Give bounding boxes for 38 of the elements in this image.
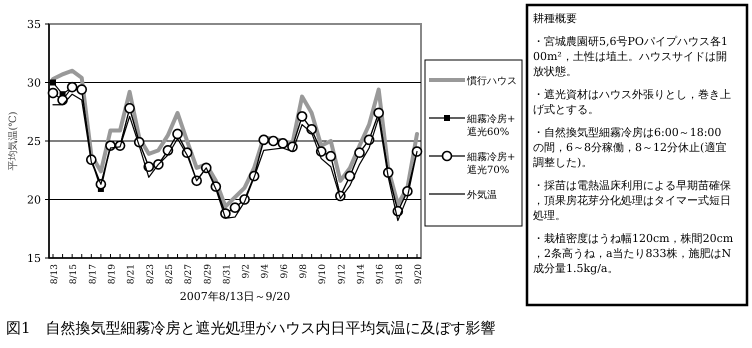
legend-label: 細霧冷房+遮光70% — [466, 151, 516, 176]
x-tick-label: 9/6 — [280, 264, 290, 278]
x-tick-label: 9/14 — [356, 264, 367, 284]
y-axis-title: 平均気温(℃) — [7, 111, 19, 170]
y-tick-label: 30 — [27, 76, 41, 90]
x-tick-label: 9/16 — [376, 264, 386, 284]
x-tick-label: 8/29 — [203, 264, 214, 284]
text: ・採苗は電熱温床利用による早期苗確保，頂果房花芽分化処理はタイマー式短日処理。 — [533, 179, 731, 222]
x-tick-label: 9/4 — [260, 264, 271, 278]
text: 図1 自然換気型細霧冷房と遮光処理がハウス内日平均気温に及ぼす影響 — [6, 319, 496, 337]
x-tick-label: 9/8 — [299, 264, 310, 278]
x-tick-label: 8/13 — [50, 264, 60, 284]
text: ・宮城農園研5,6号POパイプハウス各100m²，土性は埴土。ハウスサイドは開放状態。 — [533, 35, 728, 78]
legend-label: 細霧冷房+遮光60% — [466, 113, 516, 138]
x-tick-label: 9/2 — [242, 264, 252, 278]
x-tick-label: 8/21 — [126, 264, 137, 284]
x-tick-label: 8/25 — [164, 264, 175, 284]
x-tick-label: 9/20 — [414, 264, 424, 284]
x-tick-label: 9/12 — [337, 264, 348, 284]
x-tick-label: 9/18 — [394, 264, 405, 284]
x-tick-label: 8/27 — [184, 264, 194, 284]
text: ・自然換気型細霧冷房は6:00～18:00の間，6～8分稼働，8～12分休止(適宜調整した)。 — [533, 126, 726, 169]
y-tick-label: 20 — [27, 193, 41, 206]
legend-label: 慣行ハウス — [466, 75, 517, 87]
y-tick-label: 15 — [27, 252, 41, 265]
text: ・遮光資材はハウス外張りとし，巻き上げ式とする。 — [533, 88, 731, 116]
y-tick-label: 35 — [27, 18, 41, 31]
x-tick-label: 9/10 — [318, 264, 328, 284]
legend-label: 外気温 — [467, 189, 497, 201]
x-tick-label: 8/19 — [107, 264, 118, 284]
y-tick-label: 25 — [27, 134, 41, 148]
x-axis-title: 2007年8/13日～9/20 — [180, 290, 290, 303]
x-tick-label: 8/15 — [69, 264, 80, 284]
text: 耕種概要 — [533, 12, 577, 25]
x-tick-label: 8/31 — [222, 264, 232, 284]
x-tick-label: 8/17 — [88, 264, 98, 284]
x-tick-label: 8/23 — [146, 264, 156, 284]
text: ・栽植密度はうね幅120cm，株間20cm，2条高うね，a当たり833株，施肥はN成分量1.5kg/a。 — [533, 232, 734, 275]
